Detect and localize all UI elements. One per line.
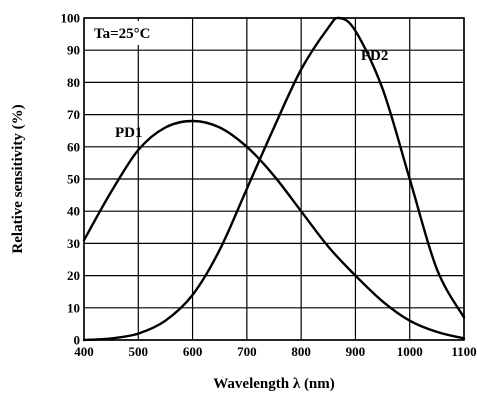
tick-labels: 400 500 600 700 800 900 1000 1100 0 10 20 30 40 50 60 7… [61, 11, 477, 360]
x-tick-label: 1100 [451, 344, 476, 359]
x-tick-label: 1000 [397, 344, 423, 359]
series-label-pd2: PD2 [361, 48, 389, 64]
y-tick-label: 60 [67, 139, 80, 154]
x-tick-label: 400 [74, 344, 94, 359]
series-line-pd2 [82, 16, 466, 342]
series-label-pd1: PD1 [115, 125, 143, 141]
x-tick-label: 500 [129, 344, 149, 359]
x-tick-label: 700 [237, 344, 257, 359]
series-line-pd1 [82, 119, 466, 340]
temperature-annotation: Ta=25°C [94, 26, 151, 42]
y-tick-label: 50 [67, 172, 80, 187]
y-tick-label: 70 [67, 107, 80, 122]
y-tick-label: 10 [67, 300, 80, 315]
plot-frame [83, 17, 465, 341]
y-tick-label: 80 [67, 75, 80, 90]
y-tick-label: 20 [67, 268, 80, 283]
y-tick-label: 40 [67, 204, 80, 219]
y-tick-label: 100 [61, 11, 81, 26]
annotation-background [88, 21, 180, 45]
x-tick-label: 800 [291, 344, 311, 359]
y-tick-label: 0 [74, 333, 81, 348]
y-tick-label: 30 [67, 236, 80, 251]
x-tick-label: 600 [183, 344, 203, 359]
curves [82, 16, 466, 342]
grid-lines [83, 17, 465, 341]
y-axis-title: Relative sensitivity (%) [10, 104, 26, 253]
y-tick-label: 90 [67, 43, 80, 58]
x-axis-title: Wavelength λ (nm) [213, 376, 335, 392]
x-tick-label: 900 [346, 344, 366, 359]
